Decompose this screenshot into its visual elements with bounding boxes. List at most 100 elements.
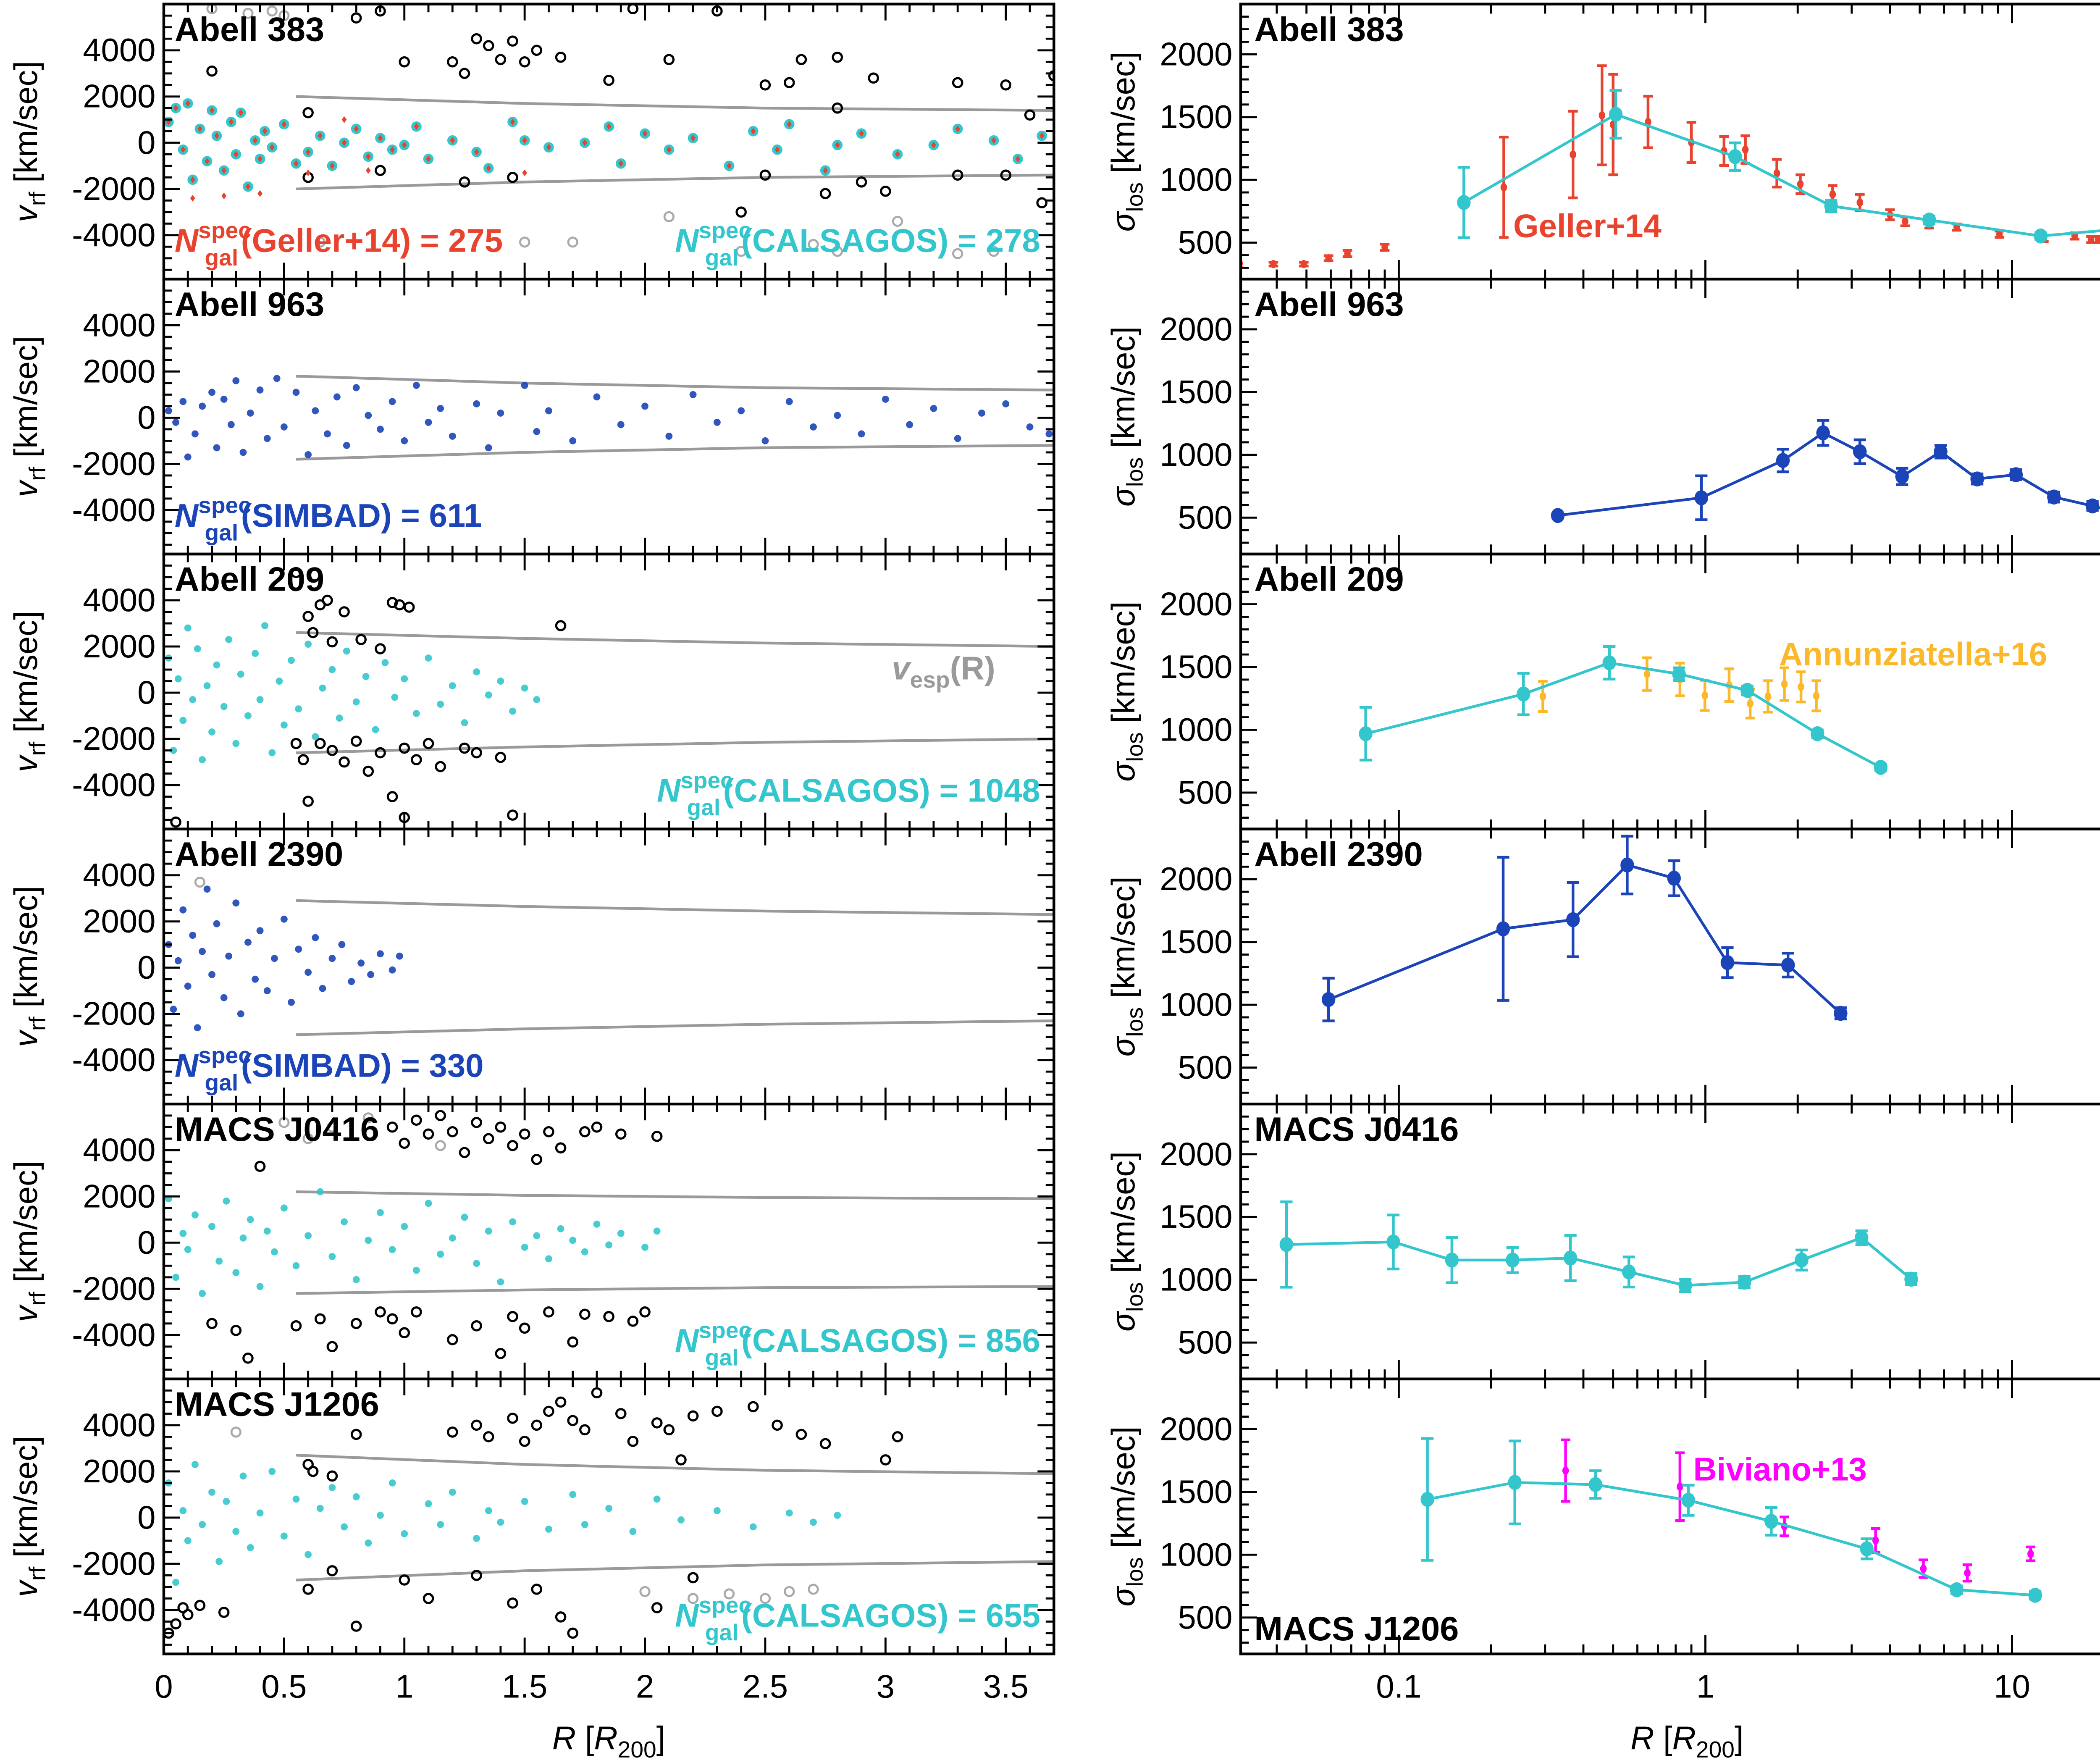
member-point	[179, 1507, 187, 1514]
member-point	[199, 1521, 206, 1528]
dispersion-point	[1728, 149, 1742, 164]
other-galaxy-point	[435, 1140, 446, 1151]
y-tick-label: 0	[137, 399, 155, 436]
member-point	[312, 733, 319, 741]
interloper-point	[254, 1161, 266, 1172]
dispersion-point	[1834, 1006, 1848, 1021]
y-label-sub: los	[1121, 1282, 1147, 1312]
member-point	[641, 1243, 648, 1251]
reference-dispersion-point	[1599, 111, 1606, 120]
panel-title: Abell 963	[1254, 286, 1404, 323]
reference-only-diamond	[305, 169, 311, 176]
count-text: (Geller+14) = 275	[241, 222, 503, 259]
reference-member-diamond	[642, 130, 648, 137]
dispersion-point	[1922, 213, 1936, 228]
interloper-point	[447, 56, 458, 68]
escape-velocity-curve-upper	[296, 1454, 1054, 1475]
plot-area	[165, 1110, 1054, 1364]
interloper-point	[355, 634, 367, 645]
member-point	[208, 389, 215, 396]
count-sub: gal	[205, 520, 239, 546]
interloper-point	[663, 54, 675, 66]
other-galaxy-point	[326, 1122, 338, 1133]
y-tick-label: 0	[137, 1499, 155, 1536]
interloper-point	[952, 169, 963, 181]
dispersion-point	[2034, 228, 2048, 244]
panel-title: Abell 383	[1254, 11, 1404, 48]
y-label-symbol: v	[7, 1304, 44, 1322]
reference-member-diamond	[751, 128, 756, 135]
y-label-unit: [km/sec]	[1105, 1151, 1142, 1282]
plot-area	[1321, 835, 1848, 1022]
member-point	[617, 421, 625, 428]
member-point	[521, 1243, 528, 1251]
y-axis-label: vrf [km/sec]	[7, 1436, 50, 1597]
count-sup: spec	[198, 217, 251, 243]
member-point	[352, 384, 360, 391]
member-point	[304, 1232, 312, 1240]
member-point	[749, 1523, 757, 1531]
escape-velocity-curve-lower	[296, 737, 1054, 754]
interloper-point	[326, 1470, 338, 1482]
ticks	[1240, 553, 2013, 829]
member-point	[237, 1010, 244, 1018]
interloper-point	[242, 1353, 254, 1364]
member-point	[203, 682, 211, 689]
interloper-point	[1024, 109, 1036, 121]
panel-title: Abell 209	[175, 561, 324, 599]
member-point	[377, 950, 384, 958]
x-label-close: ]	[656, 1720, 666, 1757]
y-tick-label: 1000	[1160, 161, 1232, 198]
interloper-point	[423, 1593, 434, 1604]
y-tick-label: 2000	[1160, 35, 1232, 72]
reference-dispersion-point	[1344, 249, 1351, 258]
y-tick-label: 2000	[1160, 310, 1232, 347]
member-point	[653, 1227, 661, 1235]
dispersion-point	[1781, 957, 1795, 973]
dispersion-panel-0: 2000 1500 1000 500 σlos [km/sec] Geller+14 Abe…	[1105, 3, 2100, 281]
count-text: (CALSAGOS) = 655	[741, 1597, 1040, 1634]
interloper-point	[290, 1320, 302, 1332]
reference-member-diamond	[606, 123, 612, 130]
interloper-point	[495, 54, 507, 66]
reference-dispersion-point	[1701, 691, 1708, 700]
reference-member-diamond	[228, 118, 234, 126]
y-tick-label: 500	[1178, 1599, 1233, 1636]
count-text: (CALSAGOS) = 278	[741, 222, 1040, 259]
member-point	[425, 1200, 432, 1207]
reference-dispersion-point	[1500, 183, 1507, 192]
member-point	[412, 381, 420, 389]
dispersion-point	[2085, 498, 2100, 514]
other-galaxy-point	[723, 1588, 735, 1600]
member-point	[629, 1528, 637, 1535]
member-point	[357, 959, 365, 967]
interloper-point	[483, 40, 494, 52]
x-tick-label: 1	[395, 1668, 413, 1705]
y-label-sub: rf	[24, 1017, 50, 1031]
reference-member-diamond	[727, 162, 732, 169]
dispersion-point	[1738, 1274, 1751, 1290]
y-tick-label: 4000	[83, 581, 155, 618]
member-point	[247, 409, 254, 417]
y-label-symbol: v	[7, 1029, 44, 1047]
interloper-point	[567, 1415, 579, 1426]
member-point	[509, 1218, 516, 1226]
reference-member-diamond	[618, 160, 624, 167]
reference-dispersion-point	[1798, 683, 1804, 691]
member-point	[223, 1197, 230, 1205]
dispersion-point	[1811, 726, 1824, 741]
member-point	[713, 1507, 721, 1514]
member-point	[328, 666, 336, 673]
dispersion-point	[1904, 1271, 1918, 1287]
reference-dispersion-point	[1300, 260, 1307, 268]
member-point	[348, 978, 355, 985]
interloper-point	[314, 1313, 326, 1325]
member-point	[215, 1558, 223, 1565]
member-point	[497, 1278, 504, 1286]
member-point	[785, 1509, 793, 1517]
x-label-sub: 200	[618, 1736, 656, 1760]
interloper-point	[675, 1454, 687, 1466]
member-point	[352, 1276, 360, 1283]
ticks	[1240, 278, 2013, 554]
reference-member-diamond	[269, 144, 275, 151]
